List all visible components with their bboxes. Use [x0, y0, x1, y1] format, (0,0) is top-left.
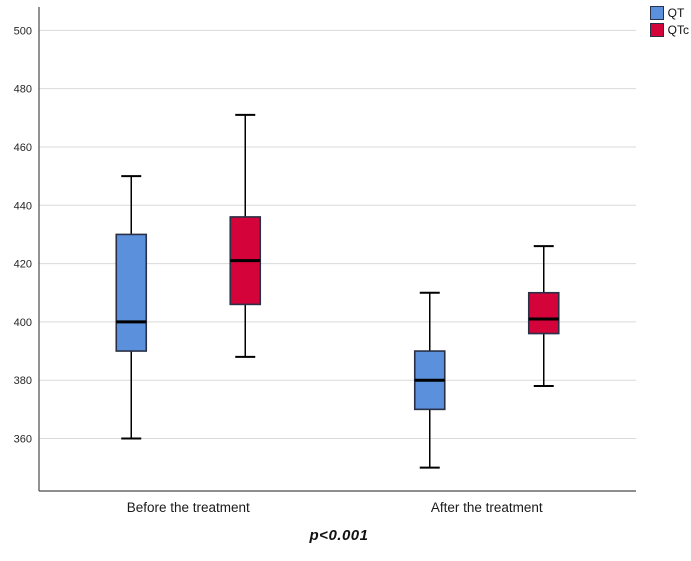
p-value-caption: p<0.001 [309, 527, 369, 544]
legend-item-qt: QT [649, 5, 689, 20]
y-tick-label-360: 360 [14, 434, 32, 446]
legend: QT QTc [649, 5, 689, 37]
box-qt-before [115, 233, 148, 352]
legend-label-qt: QT [667, 5, 685, 20]
y-tick-label-460: 460 [14, 142, 32, 154]
legend-item-qtc: QTc [649, 22, 689, 37]
y-tick-label-500: 500 [14, 25, 32, 37]
legend-label-qtc: QTc [667, 22, 689, 37]
y-tick-label-400: 400 [14, 317, 32, 329]
y-tick-label-420: 420 [14, 259, 32, 271]
y-tick-label-380: 380 [14, 375, 32, 387]
legend-swatch-qt-icon [649, 6, 664, 20]
x-category-label-after: After the treatment [431, 500, 543, 515]
y-tick-label-440: 440 [14, 200, 32, 212]
x-category-label-before: Before the treatment [127, 500, 250, 515]
legend-swatch-qtc-icon [649, 23, 664, 37]
y-tick-label-480: 480 [14, 84, 32, 96]
box-qtc-after [527, 291, 560, 335]
